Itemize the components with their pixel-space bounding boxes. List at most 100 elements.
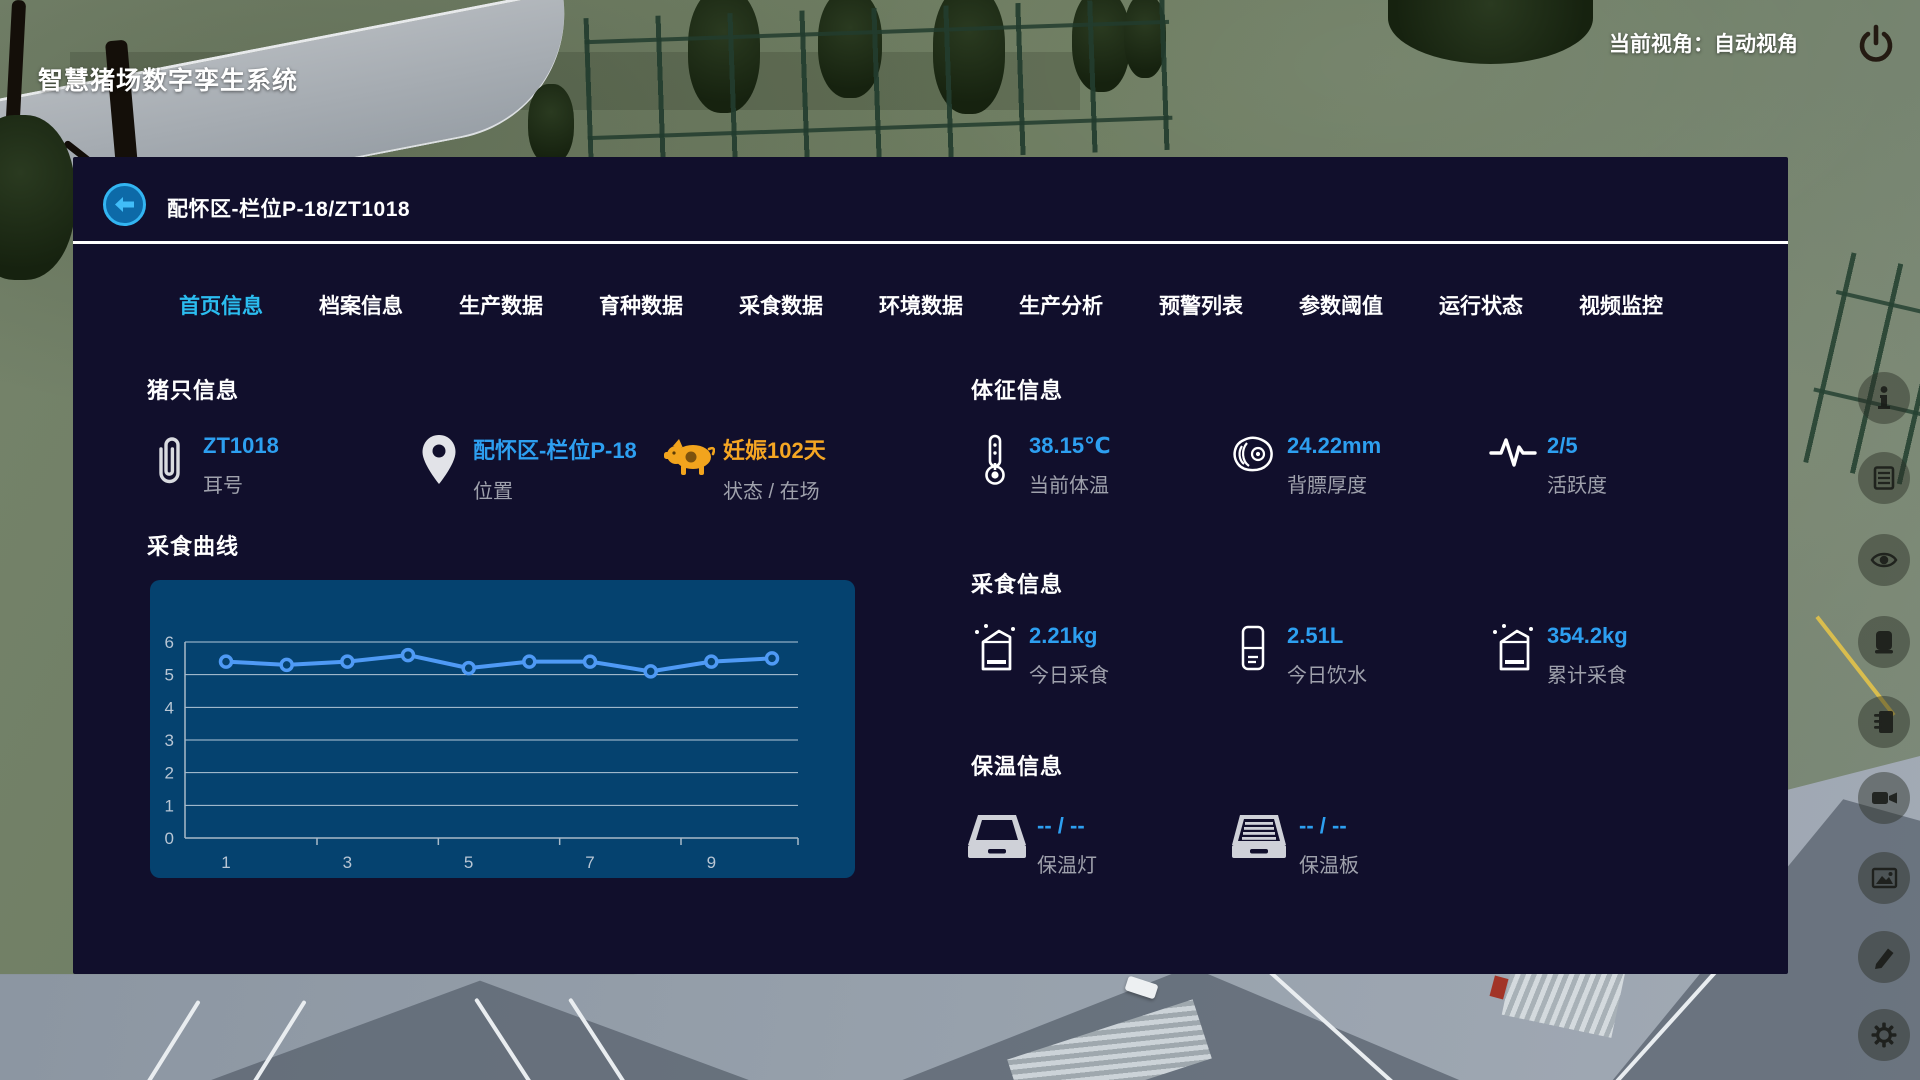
temperature-label: 当前体温 bbox=[1029, 475, 1109, 497]
tab-bar: 首页信息 档案信息 生产数据 育种数据 采食数据 环境数据 生产分析 预警列表 … bbox=[179, 290, 1663, 320]
heat-lamp-value: -- / -- bbox=[1037, 813, 1085, 838]
header-divider bbox=[73, 241, 1788, 244]
today-feed-label: 今日采食 bbox=[1029, 665, 1109, 687]
svg-text:3: 3 bbox=[165, 731, 174, 750]
total-feed-item: 354.2kg 累计采食 bbox=[1487, 623, 1628, 688]
tree bbox=[0, 115, 75, 280]
app-title: 智慧猪场数字孪生系统 bbox=[38, 66, 299, 95]
pig-info-heading: 猪只信息 bbox=[147, 378, 240, 403]
eye-icon bbox=[1870, 552, 1898, 568]
tab-home-info[interactable]: 首页信息 bbox=[179, 295, 263, 318]
location-label: 位置 bbox=[473, 481, 513, 503]
heat-lamp-item: -- / -- 保温灯 bbox=[965, 813, 1097, 878]
total-feed-value: 354.2kg bbox=[1547, 623, 1628, 648]
tab-environment-data[interactable]: 环境数据 bbox=[879, 295, 963, 318]
svg-text:9: 9 bbox=[707, 853, 716, 872]
warming-heading: 保温信息 bbox=[971, 754, 1064, 779]
today-feed-item: 2.21kg 今日采食 bbox=[969, 623, 1109, 688]
image-tool-button[interactable] bbox=[1858, 852, 1910, 904]
tab-production-data[interactable]: 生产数据 bbox=[459, 295, 543, 318]
activity-value: 2/5 bbox=[1547, 433, 1578, 458]
panel-title: 配怀区-栏位P-18/ZT1018 bbox=[167, 198, 411, 221]
power-icon bbox=[1859, 24, 1893, 62]
svg-text:1: 1 bbox=[221, 853, 230, 872]
feed-curve-chart: 0 1 2 3 4 5 6 1 3 5 7 9 bbox=[150, 580, 855, 878]
settings-icon bbox=[1871, 1022, 1897, 1048]
settings-tool-button[interactable] bbox=[1858, 1009, 1910, 1061]
today-feed-value: 2.21kg bbox=[1029, 623, 1098, 648]
view-tool-button[interactable] bbox=[1858, 534, 1910, 586]
back-arrow-icon bbox=[115, 197, 134, 212]
feed-curve-svg: 0 1 2 3 4 5 6 1 3 5 7 9 bbox=[165, 633, 799, 872]
notebook-icon bbox=[1874, 711, 1893, 733]
book-icon bbox=[1875, 631, 1893, 654]
svg-text:5: 5 bbox=[464, 853, 473, 872]
today-water-item: 2.51L 今日饮水 bbox=[1227, 623, 1367, 688]
backfat-value: 24.22mm bbox=[1287, 433, 1382, 458]
today-water-label: 今日饮水 bbox=[1287, 665, 1367, 687]
power-button[interactable] bbox=[1850, 20, 1902, 72]
svg-text:3: 3 bbox=[343, 853, 352, 872]
book-tool-button[interactable] bbox=[1858, 616, 1910, 668]
status-label: 状态 / 在场 bbox=[723, 481, 820, 503]
heat-plate-label: 保温板 bbox=[1299, 855, 1359, 877]
view-label: 当前视角： bbox=[1609, 33, 1714, 56]
tab-archive-info[interactable]: 档案信息 bbox=[319, 295, 403, 318]
svg-text:0: 0 bbox=[165, 829, 174, 848]
activity-icon bbox=[1487, 433, 1539, 489]
svg-text:7: 7 bbox=[585, 853, 594, 872]
today-water-value: 2.51L bbox=[1287, 623, 1344, 648]
status-item: 妊娠102天 状态 / 在场 bbox=[663, 433, 826, 504]
total-feed-label: 累计采食 bbox=[1547, 665, 1627, 687]
tab-breeding-data[interactable]: 育种数据 bbox=[599, 295, 683, 318]
tab-production-analysis[interactable]: 生产分析 bbox=[1019, 295, 1103, 318]
backfat-item: 24.22mm 背膘厚度 bbox=[1227, 433, 1381, 498]
heat-plate-value: -- / -- bbox=[1299, 813, 1347, 838]
tab-video-monitor[interactable]: 视频监控 bbox=[1579, 295, 1663, 318]
notebook-tool-button[interactable] bbox=[1858, 696, 1910, 748]
ear-tag-item: ZT1018 耳号 bbox=[143, 433, 279, 498]
heat-lamp-icon bbox=[965, 813, 1029, 869]
temperature-item: 38.15℃ 当前体温 bbox=[969, 433, 1111, 498]
water-cup-icon bbox=[1227, 623, 1279, 679]
svg-text:5: 5 bbox=[165, 666, 174, 685]
info-tool-button[interactable] bbox=[1858, 372, 1910, 424]
tree bbox=[528, 84, 574, 164]
tab-parameter-threshold[interactable]: 参数阈值 bbox=[1299, 295, 1383, 318]
svg-text:6: 6 bbox=[165, 633, 174, 652]
activity-item: 2/5 活跃度 bbox=[1487, 433, 1607, 498]
report-icon bbox=[1873, 466, 1895, 490]
image-icon bbox=[1871, 867, 1897, 889]
edit-icon bbox=[1875, 948, 1894, 969]
paperclip-icon bbox=[143, 433, 195, 491]
view-value: 自动视角 bbox=[1714, 33, 1798, 56]
location-value: 配怀区-栏位P-18 bbox=[473, 438, 637, 463]
report-tool-button[interactable] bbox=[1858, 452, 1910, 504]
feed-curve-heading: 采食曲线 bbox=[147, 534, 240, 559]
backfat-label: 背膘厚度 bbox=[1287, 475, 1367, 497]
feeding-heading: 采食信息 bbox=[971, 572, 1064, 597]
tab-feeding-data[interactable]: 采食数据 bbox=[739, 295, 823, 318]
heat-plate-icon bbox=[1227, 813, 1291, 869]
svg-text:4: 4 bbox=[165, 698, 174, 717]
status-value: 妊娠102天 bbox=[723, 438, 826, 463]
fence bbox=[583, 0, 1174, 171]
location-icon bbox=[413, 433, 465, 489]
ear-tag-label: 耳号 bbox=[203, 475, 243, 497]
edit-tool-button[interactable] bbox=[1858, 931, 1910, 983]
thermometer-icon bbox=[969, 433, 1021, 489]
heat-plate-item: -- / -- 保温板 bbox=[1227, 813, 1359, 878]
heat-lamp-label: 保温灯 bbox=[1037, 855, 1097, 877]
info-icon bbox=[1878, 386, 1890, 409]
svg-text:2: 2 bbox=[165, 764, 174, 783]
feed-bag-icon bbox=[969, 623, 1021, 679]
detail-panel: 配怀区-栏位P-18/ZT1018 首页信息 档案信息 生产数据 育种数据 采食… bbox=[73, 157, 1788, 974]
video-tool-button[interactable] bbox=[1858, 772, 1910, 824]
svg-text:1: 1 bbox=[165, 796, 174, 815]
ear-tag-value: ZT1018 bbox=[203, 433, 279, 458]
location-item: 配怀区-栏位P-18 位置 bbox=[413, 433, 637, 504]
vitals-heading: 体征信息 bbox=[971, 378, 1064, 403]
tab-running-status[interactable]: 运行状态 bbox=[1439, 295, 1523, 318]
tab-alert-list[interactable]: 预警列表 bbox=[1159, 295, 1243, 318]
back-button[interactable] bbox=[103, 183, 146, 226]
